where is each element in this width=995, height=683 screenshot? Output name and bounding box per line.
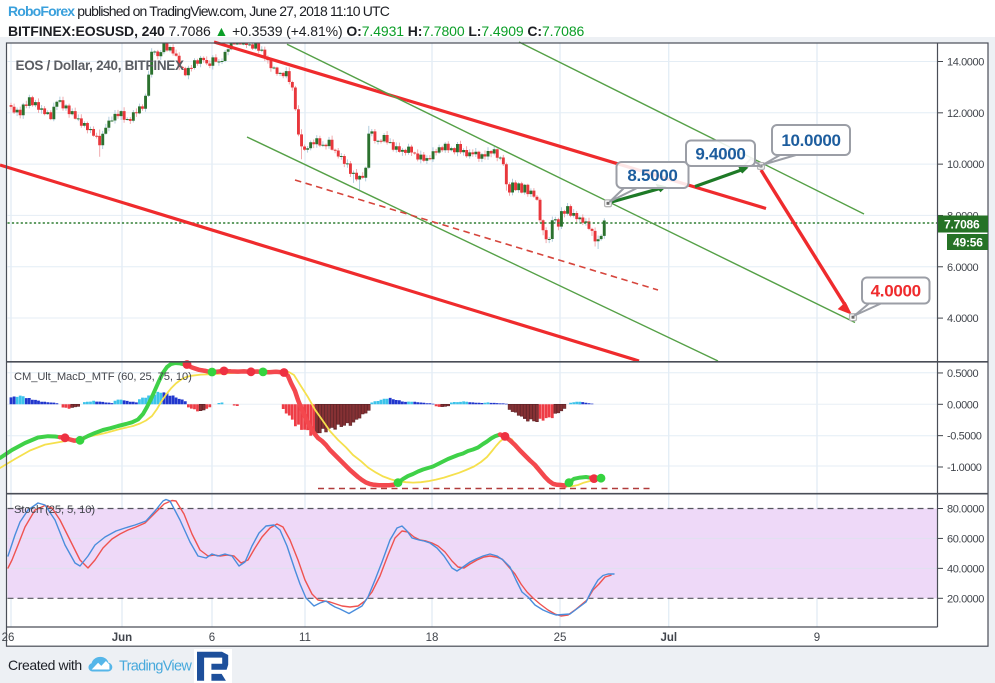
svg-text:8.5000: 8.5000 (627, 166, 677, 185)
svg-text:TradingView: TradingView (119, 659, 192, 675)
svg-text:49:56: 49:56 (953, 236, 983, 250)
svg-text:Jun: Jun (112, 632, 132, 644)
svg-text:40.0000: 40.0000 (947, 563, 984, 575)
svg-text:80.0000: 80.0000 (947, 504, 984, 516)
svg-text:60.0000: 60.0000 (947, 533, 984, 545)
svg-text:-0.5000: -0.5000 (947, 431, 982, 443)
svg-text:18: 18 (426, 632, 439, 644)
svg-text:0.5000: 0.5000 (947, 368, 979, 380)
svg-text:RoboForex published on Trading: RoboForex published on TradingView.com, … (8, 3, 390, 19)
svg-text:12.0000: 12.0000 (947, 108, 984, 120)
svg-text:Jul: Jul (660, 632, 677, 644)
svg-text:9: 9 (814, 632, 820, 644)
svg-text:10.0000: 10.0000 (781, 131, 840, 150)
svg-text:CM_Ult_MacD_MTF (60, 25, 75, 1: CM_Ult_MacD_MTF (60, 25, 75, 10) (14, 371, 192, 383)
svg-text:4.0000: 4.0000 (871, 282, 921, 301)
svg-text:20.0000: 20.0000 (947, 593, 984, 605)
svg-text:26: 26 (2, 632, 15, 644)
svg-text:7.7086: 7.7086 (944, 218, 980, 232)
svg-text:6.0000: 6.0000 (947, 262, 979, 274)
svg-text:9.4000: 9.4000 (695, 144, 745, 163)
svg-text:10.0000: 10.0000 (947, 159, 984, 171)
svg-text:6: 6 (209, 632, 215, 644)
svg-text:25: 25 (554, 632, 567, 644)
svg-text:Stoch (25, 5, 10): Stoch (25, 5, 10) (14, 504, 95, 516)
svg-text:0.0000: 0.0000 (947, 399, 979, 411)
svg-text:-1.0000: -1.0000 (947, 462, 982, 474)
svg-text:Created with: Created with (8, 657, 82, 673)
svg-text:14.0000: 14.0000 (947, 57, 984, 69)
svg-text:4.0000: 4.0000 (947, 313, 979, 325)
svg-text:11: 11 (299, 632, 311, 644)
svg-text:EOS / Dollar, 240, BITFINEX: EOS / Dollar, 240, BITFINEX (16, 58, 185, 73)
svg-text:BITFINEX:EOSUSD, 240 7.7086 ▲: BITFINEX:EOSUSD, 240 7.7086 ▲ +0.3539 (+… (8, 23, 585, 39)
